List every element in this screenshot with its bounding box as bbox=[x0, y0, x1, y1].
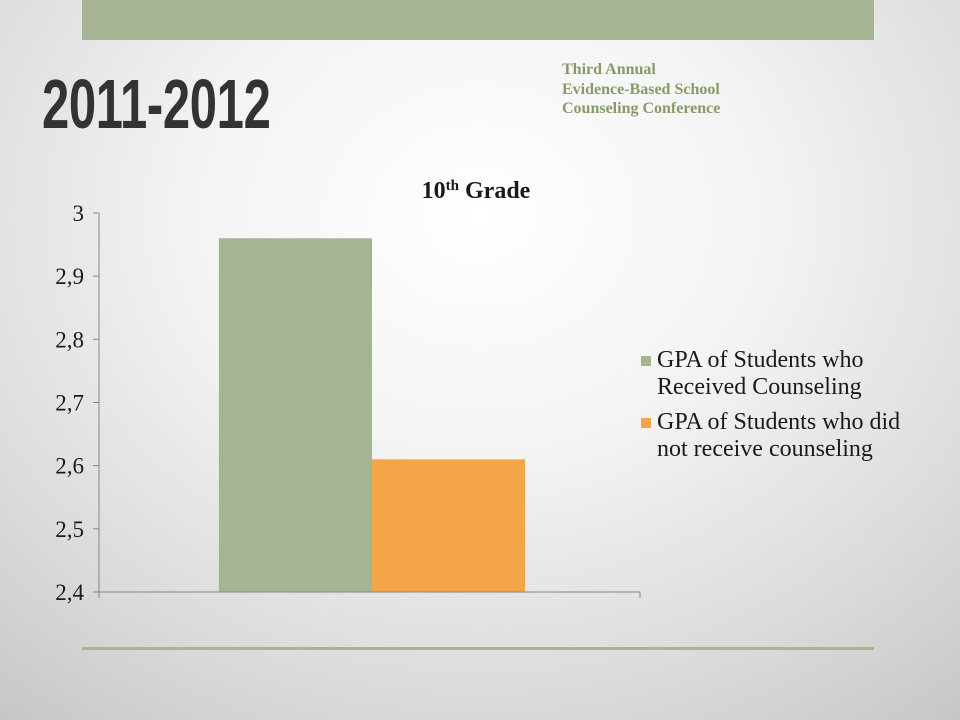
bar-series-1 bbox=[218, 238, 372, 592]
y-tick-label: 2,7 bbox=[55, 391, 84, 416]
chart-title: 10th Grade bbox=[326, 172, 626, 205]
header-accent-bar bbox=[82, 0, 874, 40]
legend-item: GPA of Students who Received Counseling bbox=[641, 347, 921, 401]
y-tick-label: 2,8 bbox=[55, 327, 84, 352]
slide-title: 2011-2012 bbox=[42, 65, 271, 143]
chart-title-number: 10 bbox=[421, 178, 446, 204]
conference-line: Third Annual bbox=[562, 61, 656, 78]
conference-line: Counseling Conference bbox=[562, 100, 721, 117]
legend-label: GPA of Students who Received Counseling bbox=[657, 347, 864, 400]
y-tick-label: 2,5 bbox=[55, 517, 84, 542]
legend-swatch bbox=[641, 356, 651, 366]
legend-swatch bbox=[641, 418, 651, 428]
y-tick-label: 2,9 bbox=[55, 264, 84, 289]
conference-name: Third Annual Evidence-Based School Couns… bbox=[562, 60, 720, 119]
conference-line: Evidence-Based School bbox=[562, 80, 720, 98]
bar-series-2 bbox=[372, 459, 526, 592]
y-tick-label: 2,4 bbox=[55, 580, 84, 605]
y-tick-label: 3 bbox=[73, 201, 85, 226]
chart-legend: GPA of Students who Received Counseling … bbox=[641, 347, 921, 471]
chart-title-ordinal: th bbox=[445, 178, 459, 194]
y-tick-label: 2,6 bbox=[55, 454, 84, 479]
legend-item: GPA of Students who did not receive coun… bbox=[641, 409, 921, 463]
chart-title-text: Grade bbox=[459, 178, 531, 204]
footer-rule bbox=[82, 647, 874, 650]
legend-label: GPA of Students who did not receive coun… bbox=[657, 409, 901, 462]
